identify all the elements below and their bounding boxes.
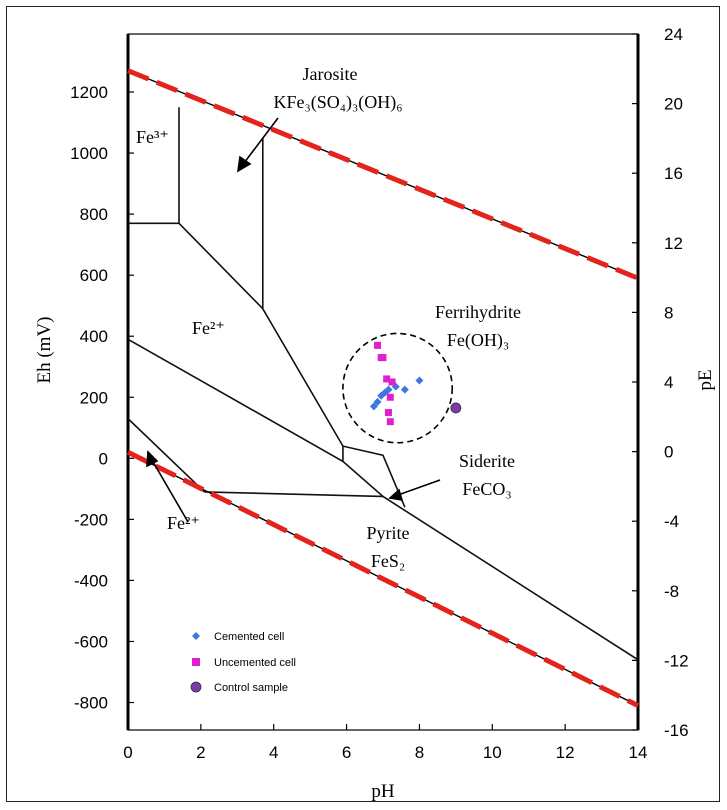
legend-uncemented-label: Uncemented cell	[214, 657, 296, 669]
water-line-upper-base	[127, 69, 639, 279]
figure-frame	[6, 6, 720, 802]
label-siderite-formula: FeCO₃	[462, 479, 511, 499]
annotation-circle	[342, 332, 454, 444]
point-cemented	[384, 385, 393, 394]
phase-boundary-line	[127, 338, 639, 661]
legend: Cemented cell Uncemented cell Control sa…	[190, 631, 296, 694]
legend-cemented-marker	[192, 632, 200, 640]
point-uncemented	[386, 418, 394, 426]
y-tick-label: 1200	[70, 83, 108, 102]
x-tick-label: 6	[342, 743, 351, 762]
label-pyrite: Pyrite	[367, 523, 410, 543]
axis-tick-labels: 0 2 4 6 8 10 12 14120010008006004002000-200-400…	[70, 25, 688, 762]
x-tick-label: 8	[415, 743, 424, 762]
x-tick-label: 2	[196, 743, 205, 762]
point-cemented	[415, 376, 424, 385]
y-tick-label: 800	[80, 205, 108, 224]
y2-tick-label: -8	[664, 582, 679, 601]
label-fe2-upper: Fe²⁺	[192, 318, 225, 338]
y2-tick-label: 4	[664, 373, 673, 392]
plot-area	[126, 33, 640, 731]
point-uncemented	[379, 354, 387, 362]
label-fe3: Fe³⁺	[136, 127, 169, 147]
y-tick-label: -400	[74, 571, 108, 590]
x-tick-label: 10	[483, 743, 502, 762]
legend-control-label: Control sample	[214, 682, 288, 694]
data-points	[342, 332, 462, 444]
annotation-arrows	[146, 117, 441, 523]
label-ferrihydrite-formula: Fe(OH)₃	[447, 330, 509, 351]
y-axis-title: Eh (mV)	[34, 316, 55, 383]
point-uncemented	[384, 409, 392, 417]
y2-tick-label: 24	[664, 25, 683, 44]
y2-tick-label: 0	[664, 443, 673, 462]
x-tick-label: 4	[269, 743, 278, 762]
legend-cemented-label: Cemented cell	[214, 631, 284, 643]
y2-tick-label: 12	[664, 234, 683, 253]
point-uncemented	[374, 341, 382, 349]
y2-tick-label: -16	[664, 721, 689, 740]
phase-boundary-line	[261, 137, 406, 508]
y2-axis-title: pE	[695, 369, 716, 390]
x-tick-label: 14	[629, 743, 648, 762]
point-cemented	[373, 397, 382, 406]
point-uncemented	[386, 393, 394, 401]
y-tick-label: 400	[80, 327, 108, 346]
water-stability-lines	[126, 68, 640, 708]
y-tick-label: -200	[74, 510, 108, 529]
label-fe2-lower: Fe²⁺	[167, 513, 200, 533]
point-uncemented	[383, 375, 391, 383]
x-axis-title: pH	[371, 781, 395, 802]
point-uncemented	[388, 378, 396, 386]
label-jarosite-formula: KFe₃(SO₄)₃(OH)₆	[273, 92, 402, 113]
y-tick-label: 0	[99, 449, 108, 468]
y-tick-label: -600	[74, 632, 108, 651]
phase-boundary-lines	[127, 107, 639, 661]
y2-tick-label: -12	[664, 651, 689, 670]
x-tick-label: 12	[556, 743, 575, 762]
y-tick-label: 200	[80, 388, 108, 407]
label-siderite: Siderite	[459, 451, 515, 471]
point-cemented	[400, 385, 409, 394]
label-jarosite: Jarosite	[303, 64, 358, 84]
legend-uncemented-marker	[192, 658, 200, 666]
label-pyrite-formula: FeS₂	[371, 551, 405, 571]
point-cemented	[369, 402, 378, 411]
legend-control-marker	[190, 681, 202, 693]
water-line-lower-dashed	[126, 449, 640, 708]
phase-boundary-line	[127, 418, 206, 493]
phase-boundary-line	[204, 491, 384, 498]
x-tick-label: 0	[123, 743, 132, 762]
y2-tick-label: 20	[664, 95, 683, 114]
y-tick-label: 1000	[70, 144, 108, 163]
y2-tick-label: 16	[664, 164, 683, 183]
point-control	[450, 402, 462, 414]
y-tick-label: -800	[74, 694, 108, 713]
y2-tick-label: 8	[664, 303, 673, 322]
y-tick-label: 600	[80, 266, 108, 285]
label-ferrihydrite: Ferrihydrite	[435, 302, 521, 322]
y2-tick-label: -4	[664, 512, 679, 531]
phase-boundary-line	[178, 107, 264, 310]
